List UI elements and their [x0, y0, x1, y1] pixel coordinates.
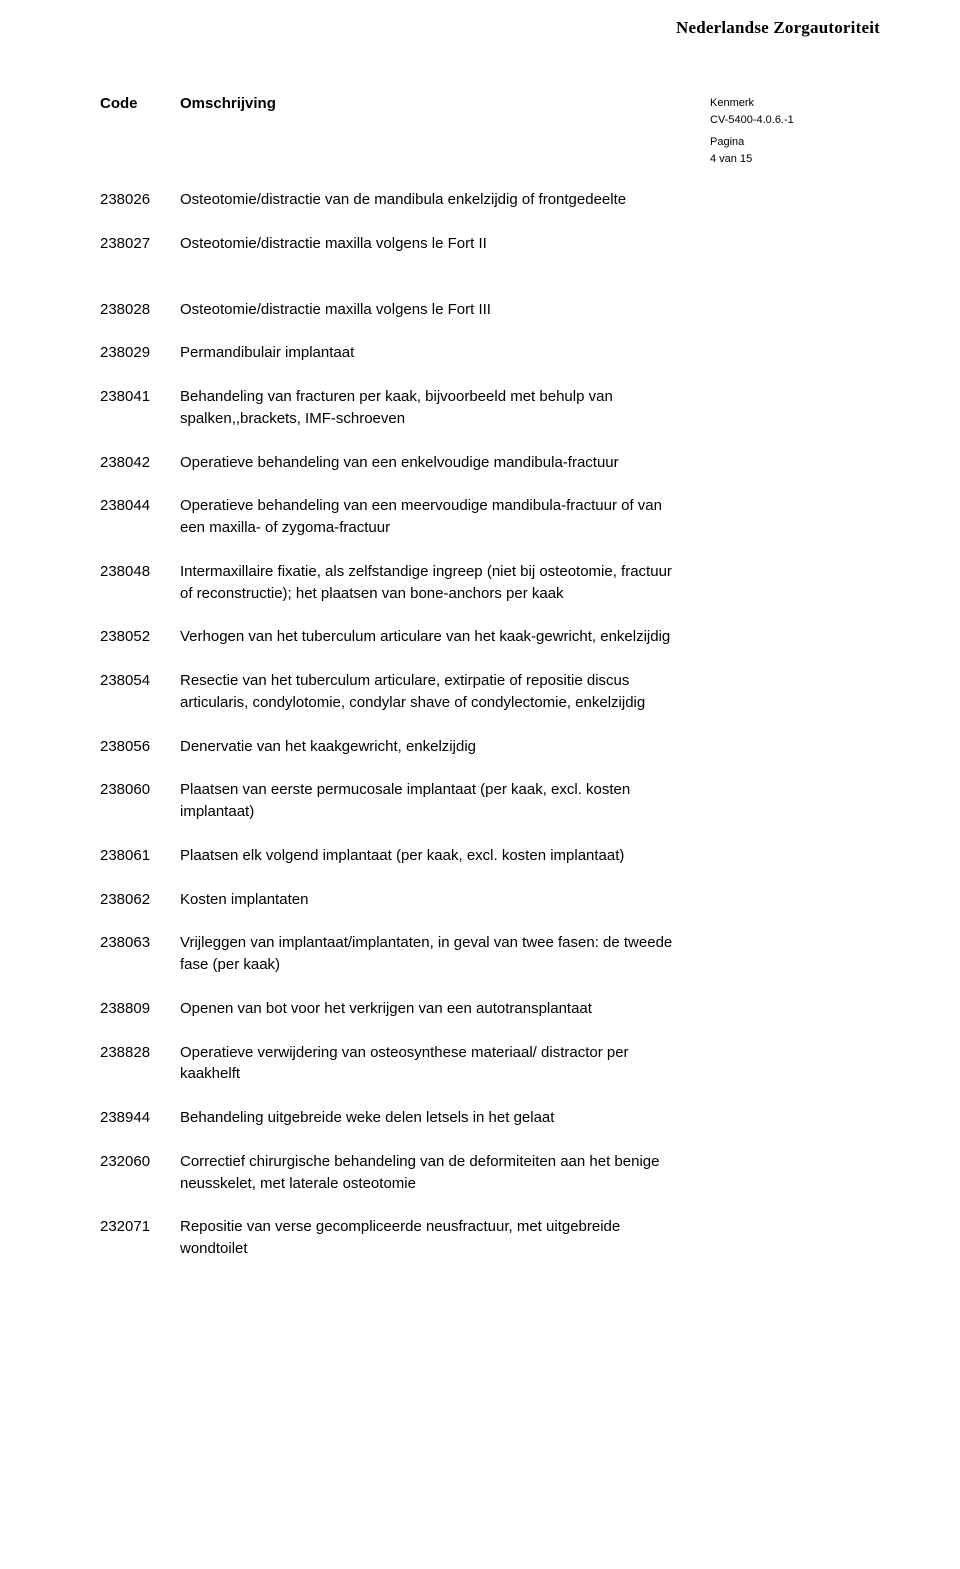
table-row: 238062Kosten implantaten: [100, 889, 880, 911]
entry-code: 232071: [100, 1216, 180, 1260]
meta-kenmerk-value: CV-5400-4.0.6.-1: [710, 112, 880, 129]
entry-code: 238061: [100, 845, 180, 867]
meta-pagina-value: 4 van 15: [710, 151, 880, 168]
entry-code: 232060: [100, 1151, 180, 1195]
entry-code: 238063: [100, 932, 180, 976]
entry-description: Repositie van verse gecompliceerde neusf…: [180, 1216, 680, 1260]
table-row: 232071Repositie van verse gecompliceerde…: [100, 1216, 880, 1260]
table-row: 238048Intermaxillaire fixatie, als zelfs…: [100, 561, 880, 605]
entry-code: 238026: [100, 189, 180, 211]
entry-description: Plaatsen van eerste permucosale implanta…: [180, 779, 680, 823]
entry-code: 238052: [100, 626, 180, 648]
entry-description: Intermaxillaire fixatie, als zelfstandig…: [180, 561, 680, 605]
entry-description: Operatieve verwijdering van osteosynthes…: [180, 1042, 680, 1086]
table-row: 238809Openen van bot voor het verkrijgen…: [100, 998, 880, 1020]
table-row: 238828Operatieve verwijdering van osteos…: [100, 1042, 880, 1086]
entry-description: Osteotomie/distractie maxilla volgens le…: [180, 299, 680, 321]
entry-description: Behandeling van fracturen per kaak, bijv…: [180, 386, 680, 430]
table-row: 238944Behandeling uitgebreide weke delen…: [100, 1107, 880, 1129]
table-row: 238042Operatieve behandeling van een enk…: [100, 452, 880, 474]
table-row: 238052Verhogen van het tuberculum articu…: [100, 626, 880, 648]
entry-description: Resectie van het tuberculum articulare, …: [180, 670, 680, 714]
entry-description: Plaatsen elk volgend implantaat (per kaa…: [180, 845, 680, 867]
entry-code: 238054: [100, 670, 180, 714]
entry-description: Kosten implantaten: [180, 889, 680, 911]
meta-block: Kenmerk CV-5400-4.0.6.-1 Pagina 4 van 15: [710, 95, 880, 167]
entry-code: 238048: [100, 561, 180, 605]
entry-description: Osteotomie/distractie van de mandibula e…: [180, 189, 680, 211]
table-row: 238029Permandibulair implantaat: [100, 342, 880, 364]
header-desc-label: Omschrijving: [180, 95, 680, 167]
table-row: 238063Vrijleggen van implantaat/implanta…: [100, 932, 880, 976]
entry-description: Operatieve behandeling van een meervoudi…: [180, 495, 680, 539]
entry-description: Openen van bot voor het verkrijgen van e…: [180, 998, 680, 1020]
entry-code: 238027: [100, 233, 180, 255]
table-row: 238026Osteotomie/distractie van de mandi…: [100, 189, 880, 211]
meta-kenmerk-label: Kenmerk: [710, 95, 880, 112]
entry-code: 238060: [100, 779, 180, 823]
table-row: 238041Behandeling van fracturen per kaak…: [100, 386, 880, 430]
entry-description: Denervatie van het kaakgewricht, enkelzi…: [180, 736, 680, 758]
header-code-label: Code: [100, 95, 180, 167]
table-row: 238027Osteotomie/distractie maxilla volg…: [100, 233, 880, 255]
table-row: 238056Denervatie van het kaakgewricht, e…: [100, 736, 880, 758]
entry-code: 238056: [100, 736, 180, 758]
entry-code: 238042: [100, 452, 180, 474]
entry-code: 238041: [100, 386, 180, 430]
entry-code: 238062: [100, 889, 180, 911]
entry-code: 238944: [100, 1107, 180, 1129]
header-row: Code Omschrijving Kenmerk CV-5400-4.0.6.…: [100, 95, 880, 167]
entry-description: Osteotomie/distractie maxilla volgens le…: [180, 233, 680, 255]
table-row: 238060Plaatsen van eerste permucosale im…: [100, 779, 880, 823]
document-page: Nederlandse Zorgautoriteit Code Omschrij…: [0, 0, 960, 1569]
entries-list: 238026Osteotomie/distractie van de mandi…: [100, 189, 880, 1260]
meta-pagina-label: Pagina: [710, 134, 880, 151]
entry-description: Correctief chirurgische behandeling van …: [180, 1151, 680, 1195]
entry-description: Behandeling uitgebreide weke delen letse…: [180, 1107, 680, 1129]
entry-code: 238029: [100, 342, 180, 364]
entry-code: 238809: [100, 998, 180, 1020]
entry-description: Operatieve behandeling van een enkelvoud…: [180, 452, 680, 474]
entry-description: Verhogen van het tuberculum articulare v…: [180, 626, 680, 648]
table-row: 232060Correctief chirurgische behandelin…: [100, 1151, 880, 1195]
table-row: 238061Plaatsen elk volgend implantaat (p…: [100, 845, 880, 867]
entry-gap: [100, 255, 880, 277]
entry-description: Permandibulair implantaat: [180, 342, 680, 364]
entry-description: Vrijleggen van implantaat/implantaten, i…: [180, 932, 680, 976]
table-row: 238054Resectie van het tuberculum articu…: [100, 670, 880, 714]
table-row: 238028Osteotomie/distractie maxilla volg…: [100, 299, 880, 321]
entry-code: 238828: [100, 1042, 180, 1086]
table-row: 238044Operatieve behandeling van een mee…: [100, 495, 880, 539]
entry-code: 238028: [100, 299, 180, 321]
brand-name: Nederlandse Zorgautoriteit: [676, 18, 880, 38]
entry-code: 238044: [100, 495, 180, 539]
